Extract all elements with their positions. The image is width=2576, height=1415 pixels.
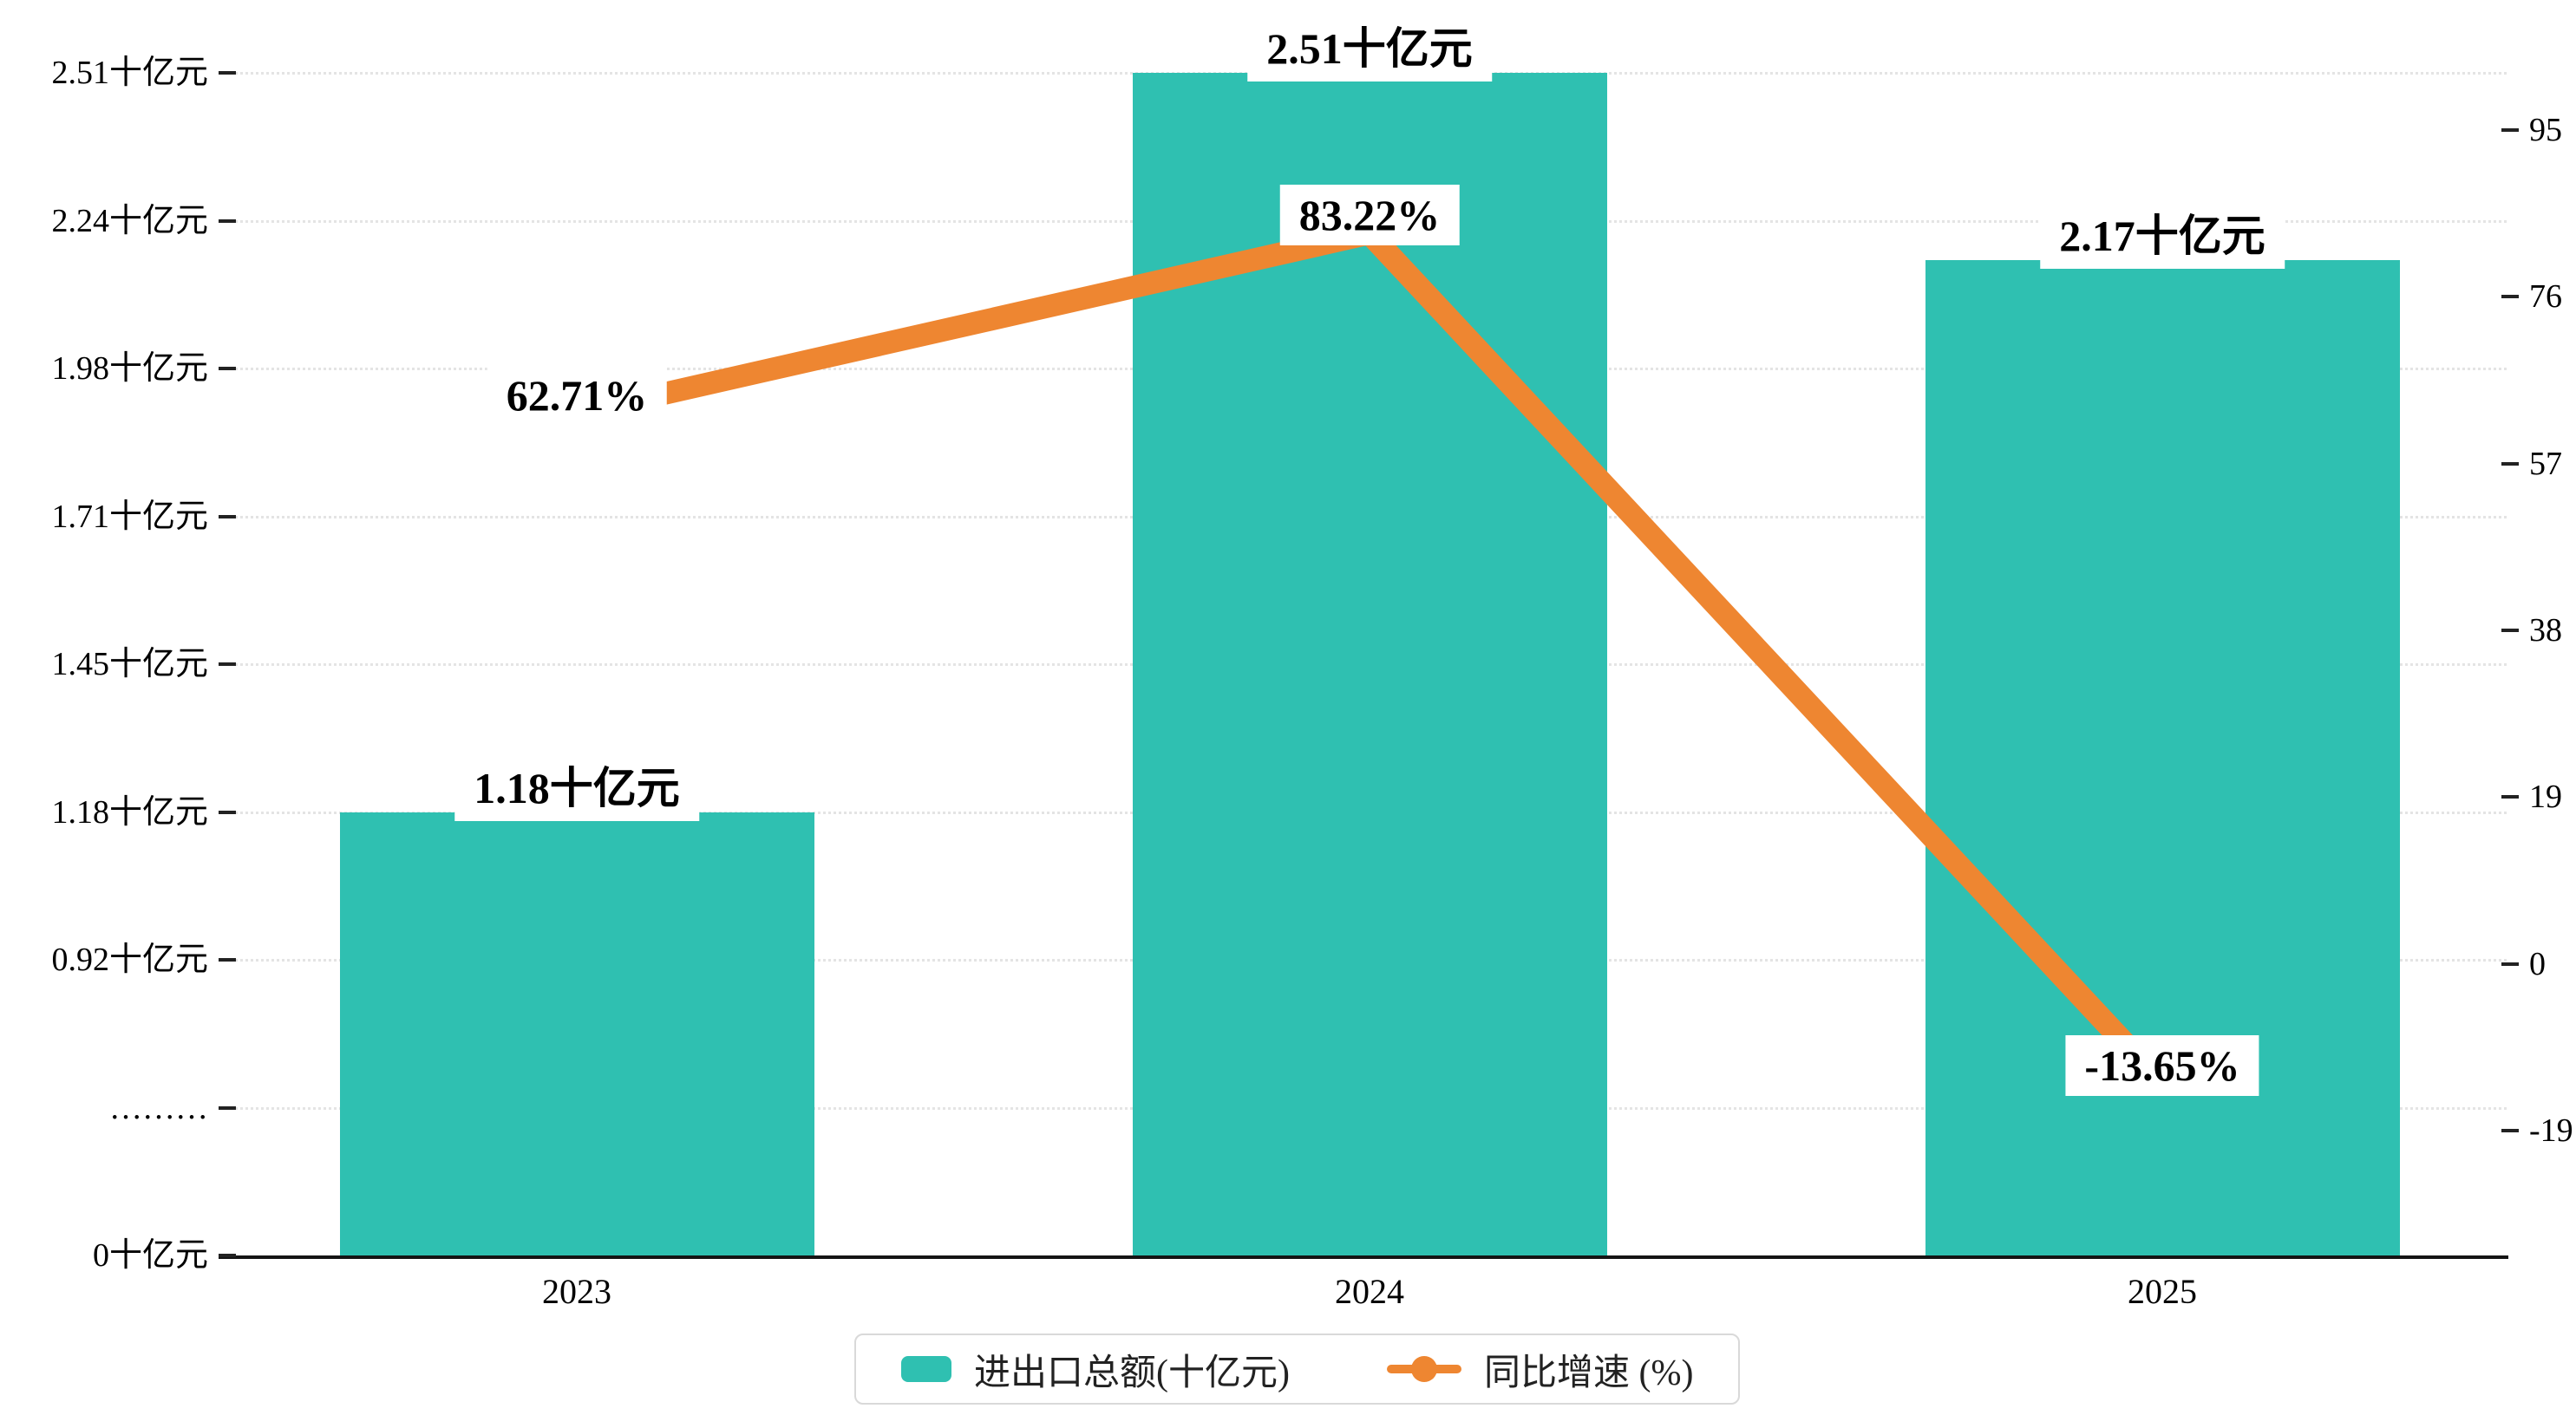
legend-label-bar-series: 进出口总额(十亿元)	[974, 1353, 1290, 1393]
bar-series-swatch-icon	[901, 1356, 951, 1382]
line-point-2024[interactable]	[1357, 221, 1382, 246]
line-point-2023[interactable]	[565, 401, 589, 426]
growth-rate-line[interactable]	[566, 222, 2174, 1095]
legend: 进出口总额(十亿元) 同比增速 (%)	[854, 1333, 1741, 1405]
legend-item-bar-series[interactable]: 进出口总额(十亿元)	[901, 1343, 1290, 1396]
legend-label-line-series: 同比增速 (%)	[1483, 1353, 1694, 1393]
legend-item-line-series[interactable]: 同比增速 (%)	[1386, 1343, 1694, 1396]
line-series-marker-icon	[1386, 1355, 1461, 1383]
line-point-2025[interactable]	[2150, 1071, 2174, 1096]
bar-2023[interactable]	[339, 812, 814, 1255]
